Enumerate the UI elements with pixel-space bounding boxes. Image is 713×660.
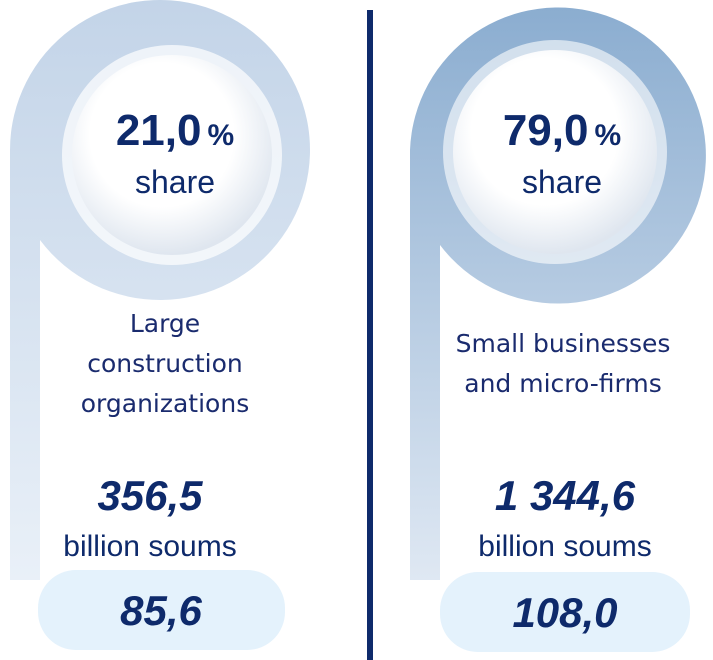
share-label: share (135, 164, 215, 200)
left-panel: 21,0% share Large construction organizat… (10, 0, 310, 650)
index: 108,0 (512, 589, 617, 636)
divider (367, 10, 373, 660)
share: 21,0% (116, 106, 234, 155)
index: 85,6 (120, 587, 202, 634)
share: 79,0% (503, 106, 621, 155)
description: Small businesses (456, 329, 671, 358)
inner-circle (72, 55, 272, 255)
amount: 356,5 (97, 472, 203, 519)
amount-unit: billion soums (478, 530, 651, 563)
inner-circle (453, 50, 657, 254)
description: and micro-firms (464, 369, 662, 398)
index-pill (440, 572, 690, 652)
share-label: share (522, 164, 602, 200)
description: Large (130, 309, 200, 338)
amount: 1 344,6 (495, 472, 636, 519)
description: construction (87, 349, 242, 378)
amount-unit: billion soums (63, 530, 236, 563)
index-pill (38, 570, 285, 650)
right-panel: 79,0% share Small businesses and micro-f… (410, 7, 706, 652)
description: organizations (81, 389, 249, 418)
